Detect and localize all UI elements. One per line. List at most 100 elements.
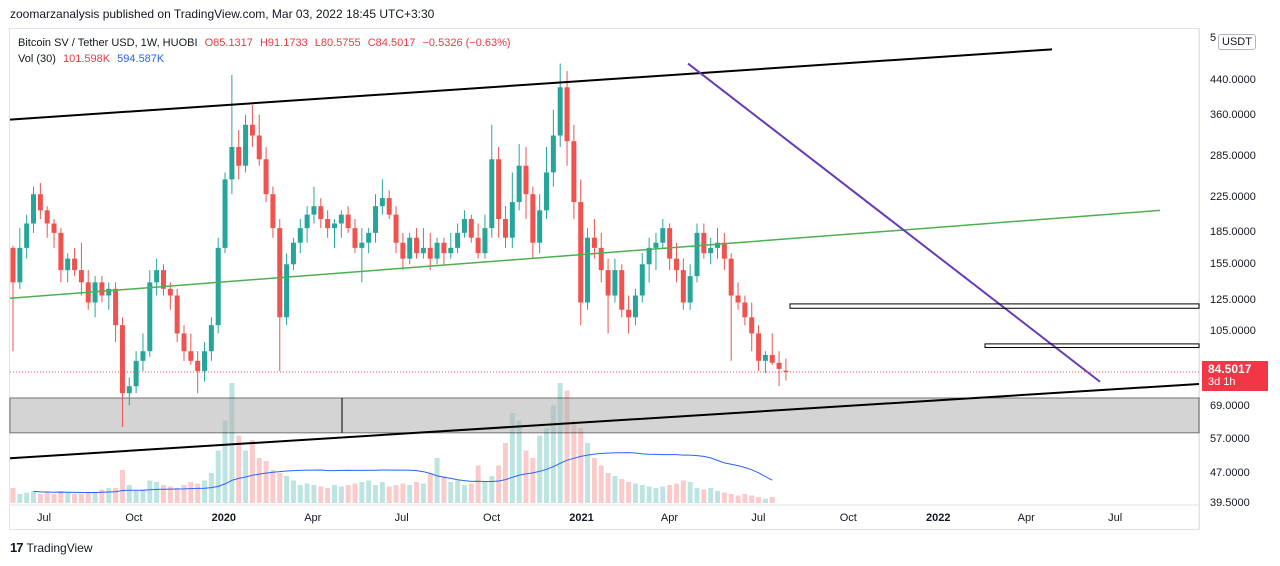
publisher-line: zoomarzanalysis published on TradingView… bbox=[10, 7, 435, 21]
candle-body bbox=[502, 219, 508, 238]
volume-bar bbox=[249, 440, 255, 503]
volume-bar bbox=[407, 485, 413, 503]
candle-body bbox=[434, 242, 440, 259]
candle-body bbox=[578, 202, 584, 303]
candle-body bbox=[516, 165, 522, 203]
volume-bar bbox=[680, 480, 686, 503]
footer-brand[interactable]: 17 TradingView bbox=[10, 540, 93, 555]
candle-body bbox=[653, 242, 659, 248]
volume-value: 101.598K bbox=[62, 53, 111, 65]
volume-bar bbox=[434, 458, 440, 503]
volume-bar bbox=[215, 450, 221, 503]
candle-body bbox=[783, 370, 789, 373]
volume-bar bbox=[769, 497, 775, 503]
volume-bar bbox=[564, 390, 570, 503]
volume-bar bbox=[550, 405, 556, 503]
volume-bar bbox=[557, 383, 563, 503]
candle-body bbox=[160, 270, 166, 289]
volume-bar bbox=[99, 489, 105, 503]
candle-body bbox=[345, 214, 351, 229]
last-price-label: 84.5017 3d 1h bbox=[1202, 361, 1268, 391]
volume-ma-value: 594.587K bbox=[117, 53, 165, 65]
candle-body bbox=[181, 333, 187, 352]
volume-bar bbox=[660, 486, 666, 503]
volume-bar bbox=[441, 476, 447, 503]
volume-bar bbox=[530, 458, 536, 503]
price-tick-label: 105.0000 bbox=[1210, 325, 1256, 337]
currency-button[interactable]: USDT bbox=[1218, 34, 1256, 50]
price-tick-label: 185.0000 bbox=[1210, 226, 1256, 238]
candle-body bbox=[455, 232, 461, 248]
descending-trendline[interactable] bbox=[687, 62, 1101, 383]
midline-trendline[interactable] bbox=[9, 209, 1161, 300]
volume-bar bbox=[167, 486, 173, 503]
volume-bar bbox=[585, 443, 591, 503]
volume-bar bbox=[133, 491, 139, 503]
candle-body bbox=[140, 351, 146, 361]
symbol-label: Bitcoin SV / Tether USD, 1W, HUOBI bbox=[18, 37, 198, 49]
volume-bar bbox=[229, 383, 235, 503]
candle-body bbox=[17, 247, 23, 283]
volume-bar bbox=[31, 491, 37, 503]
upper-channel-line[interactable] bbox=[9, 48, 1053, 121]
candle-body bbox=[195, 360, 201, 371]
volume-bar bbox=[468, 483, 474, 503]
candle-body bbox=[31, 194, 37, 224]
candle-body bbox=[126, 386, 132, 394]
volume-bar bbox=[427, 473, 433, 503]
volume-bar bbox=[653, 488, 659, 503]
tradingview-logo-icon: 17 bbox=[10, 540, 24, 555]
candle-body bbox=[721, 242, 727, 259]
volume-bar bbox=[728, 494, 734, 503]
volume-bar bbox=[106, 488, 112, 503]
volume-bar bbox=[345, 485, 351, 503]
candle-body bbox=[544, 172, 550, 211]
candle-body bbox=[44, 210, 50, 224]
volume-bar bbox=[92, 492, 98, 503]
volume-bar bbox=[749, 495, 755, 503]
volume-bar bbox=[65, 492, 71, 503]
volume-bar bbox=[701, 489, 707, 503]
candle-body bbox=[106, 288, 112, 296]
candle-body bbox=[24, 223, 30, 248]
candle-body bbox=[393, 214, 399, 243]
volume-bar bbox=[325, 488, 331, 503]
volume-bar bbox=[311, 485, 317, 503]
resistance-box-upper[interactable] bbox=[789, 303, 1200, 309]
candle-body bbox=[65, 258, 71, 271]
volume-bar bbox=[126, 485, 132, 503]
candle-body bbox=[591, 237, 597, 248]
candle-body bbox=[475, 237, 481, 254]
candle-body bbox=[72, 258, 78, 271]
volume-bar bbox=[284, 476, 290, 503]
volume-bar bbox=[612, 476, 618, 503]
volume-bar bbox=[270, 470, 276, 503]
volume-bar bbox=[715, 491, 721, 503]
candle-body bbox=[373, 206, 379, 233]
volume-bar bbox=[85, 492, 91, 503]
price-tick-label-top: 5 bbox=[1210, 32, 1216, 44]
lower-channel-line[interactable] bbox=[9, 382, 1200, 460]
candle-body bbox=[441, 242, 447, 254]
resistance-box-lower[interactable] bbox=[984, 343, 1200, 349]
candle-body bbox=[352, 228, 358, 248]
price-tick-label: 155.0000 bbox=[1210, 258, 1256, 270]
price-tick-label: 125.0000 bbox=[1210, 294, 1256, 306]
candle-body bbox=[769, 354, 775, 363]
volume-bar bbox=[195, 483, 201, 503]
candle-body bbox=[154, 270, 160, 283]
volume-bar bbox=[639, 485, 645, 503]
candle-body bbox=[632, 295, 638, 318]
brand-name: TradingView bbox=[26, 540, 93, 555]
volume-bar bbox=[338, 486, 344, 503]
candle-body bbox=[37, 194, 43, 211]
volume-bar bbox=[496, 465, 502, 503]
volume-bar bbox=[181, 485, 187, 503]
time-tick-label: 2022 bbox=[926, 512, 950, 524]
candle-body bbox=[359, 242, 365, 248]
candle-body bbox=[735, 295, 741, 303]
change-value: −0.5326 (−0.63%) bbox=[422, 37, 511, 49]
candle-body bbox=[58, 232, 64, 271]
volume-bar bbox=[448, 482, 454, 503]
